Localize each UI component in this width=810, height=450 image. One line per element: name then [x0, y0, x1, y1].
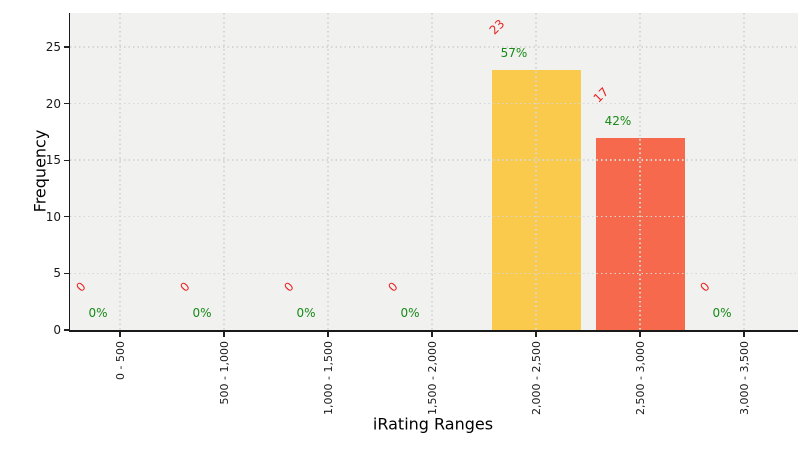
bar-count-label: 17: [590, 84, 612, 105]
bar-percent-label: 57%: [500, 45, 528, 60]
bar-percent-label: 42%: [604, 113, 632, 128]
bar-percent-label: 0%: [192, 306, 212, 320]
x-tick-label: 1,500 - 2,000: [425, 341, 439, 415]
x-tick: [327, 331, 329, 337]
y-tick: [63, 102, 69, 105]
gridline-horizontal: [70, 216, 798, 218]
x-tick-label: 2,500 - 3,000: [633, 341, 647, 415]
gridline-vertical: [119, 13, 121, 330]
x-tick: [743, 331, 745, 337]
bar-count-label: 0: [385, 279, 401, 295]
plot-area: 0 0% 0 0% 0 0% 0 0% 23 57% 17 42% 0 0%: [70, 13, 798, 330]
gridline-vertical: [223, 13, 225, 330]
gridline-horizontal: [70, 102, 798, 105]
bar-count-label: 0: [697, 279, 713, 295]
y-axis-title: Frequency: [30, 129, 50, 213]
y-tick-label: 10: [45, 209, 61, 224]
x-tick-label: 0 - 500: [113, 341, 127, 380]
y-axis-line: [68, 13, 70, 332]
gridline-vertical: [639, 13, 641, 330]
y-tick-label: 20: [45, 96, 61, 111]
gridline-vertical: [327, 13, 329, 330]
x-tick: [639, 331, 641, 337]
x-tick-label: 500 - 1,000: [217, 341, 231, 405]
gridline-horizontal: [70, 46, 798, 48]
y-tick: [63, 329, 69, 331]
x-tick: [431, 331, 433, 337]
x-tick-label: 1,000 - 1,500: [321, 341, 335, 415]
x-axis-title: iRating Ranges: [372, 414, 494, 434]
gridline-vertical: [535, 13, 537, 330]
x-axis-line: [68, 330, 798, 332]
bar-percent-label: 0%: [88, 306, 108, 320]
x-tick: [119, 331, 121, 337]
bar-count-label: 0: [281, 279, 297, 295]
bar-percent-label: 0%: [400, 306, 420, 320]
y-tick: [63, 216, 69, 218]
x-tick-label: 3,000 - 3,500: [737, 341, 751, 415]
x-tick-label: 2,000 - 2,500: [529, 341, 543, 415]
y-tick-label: 25: [45, 39, 61, 54]
y-tick: [63, 159, 69, 161]
y-tick-label: 0: [53, 323, 61, 337]
gridline-vertical: [743, 13, 745, 330]
gridline-horizontal: [70, 159, 798, 161]
bar-count-label: 23: [486, 16, 508, 37]
bar-percent-label: 0%: [712, 306, 732, 320]
bar-percent-label: 0%: [296, 306, 316, 320]
bar-count-label: 0: [177, 279, 193, 295]
y-tick: [63, 272, 69, 275]
bar-count-label: 0: [73, 279, 89, 295]
gridline-horizontal: [70, 272, 798, 275]
y-tick: [63, 46, 69, 48]
y-tick-label: 15: [45, 153, 61, 168]
x-tick: [535, 331, 537, 337]
y-tick-label: 5: [53, 266, 61, 281]
x-tick: [223, 331, 225, 337]
gridline-vertical: [431, 13, 433, 330]
